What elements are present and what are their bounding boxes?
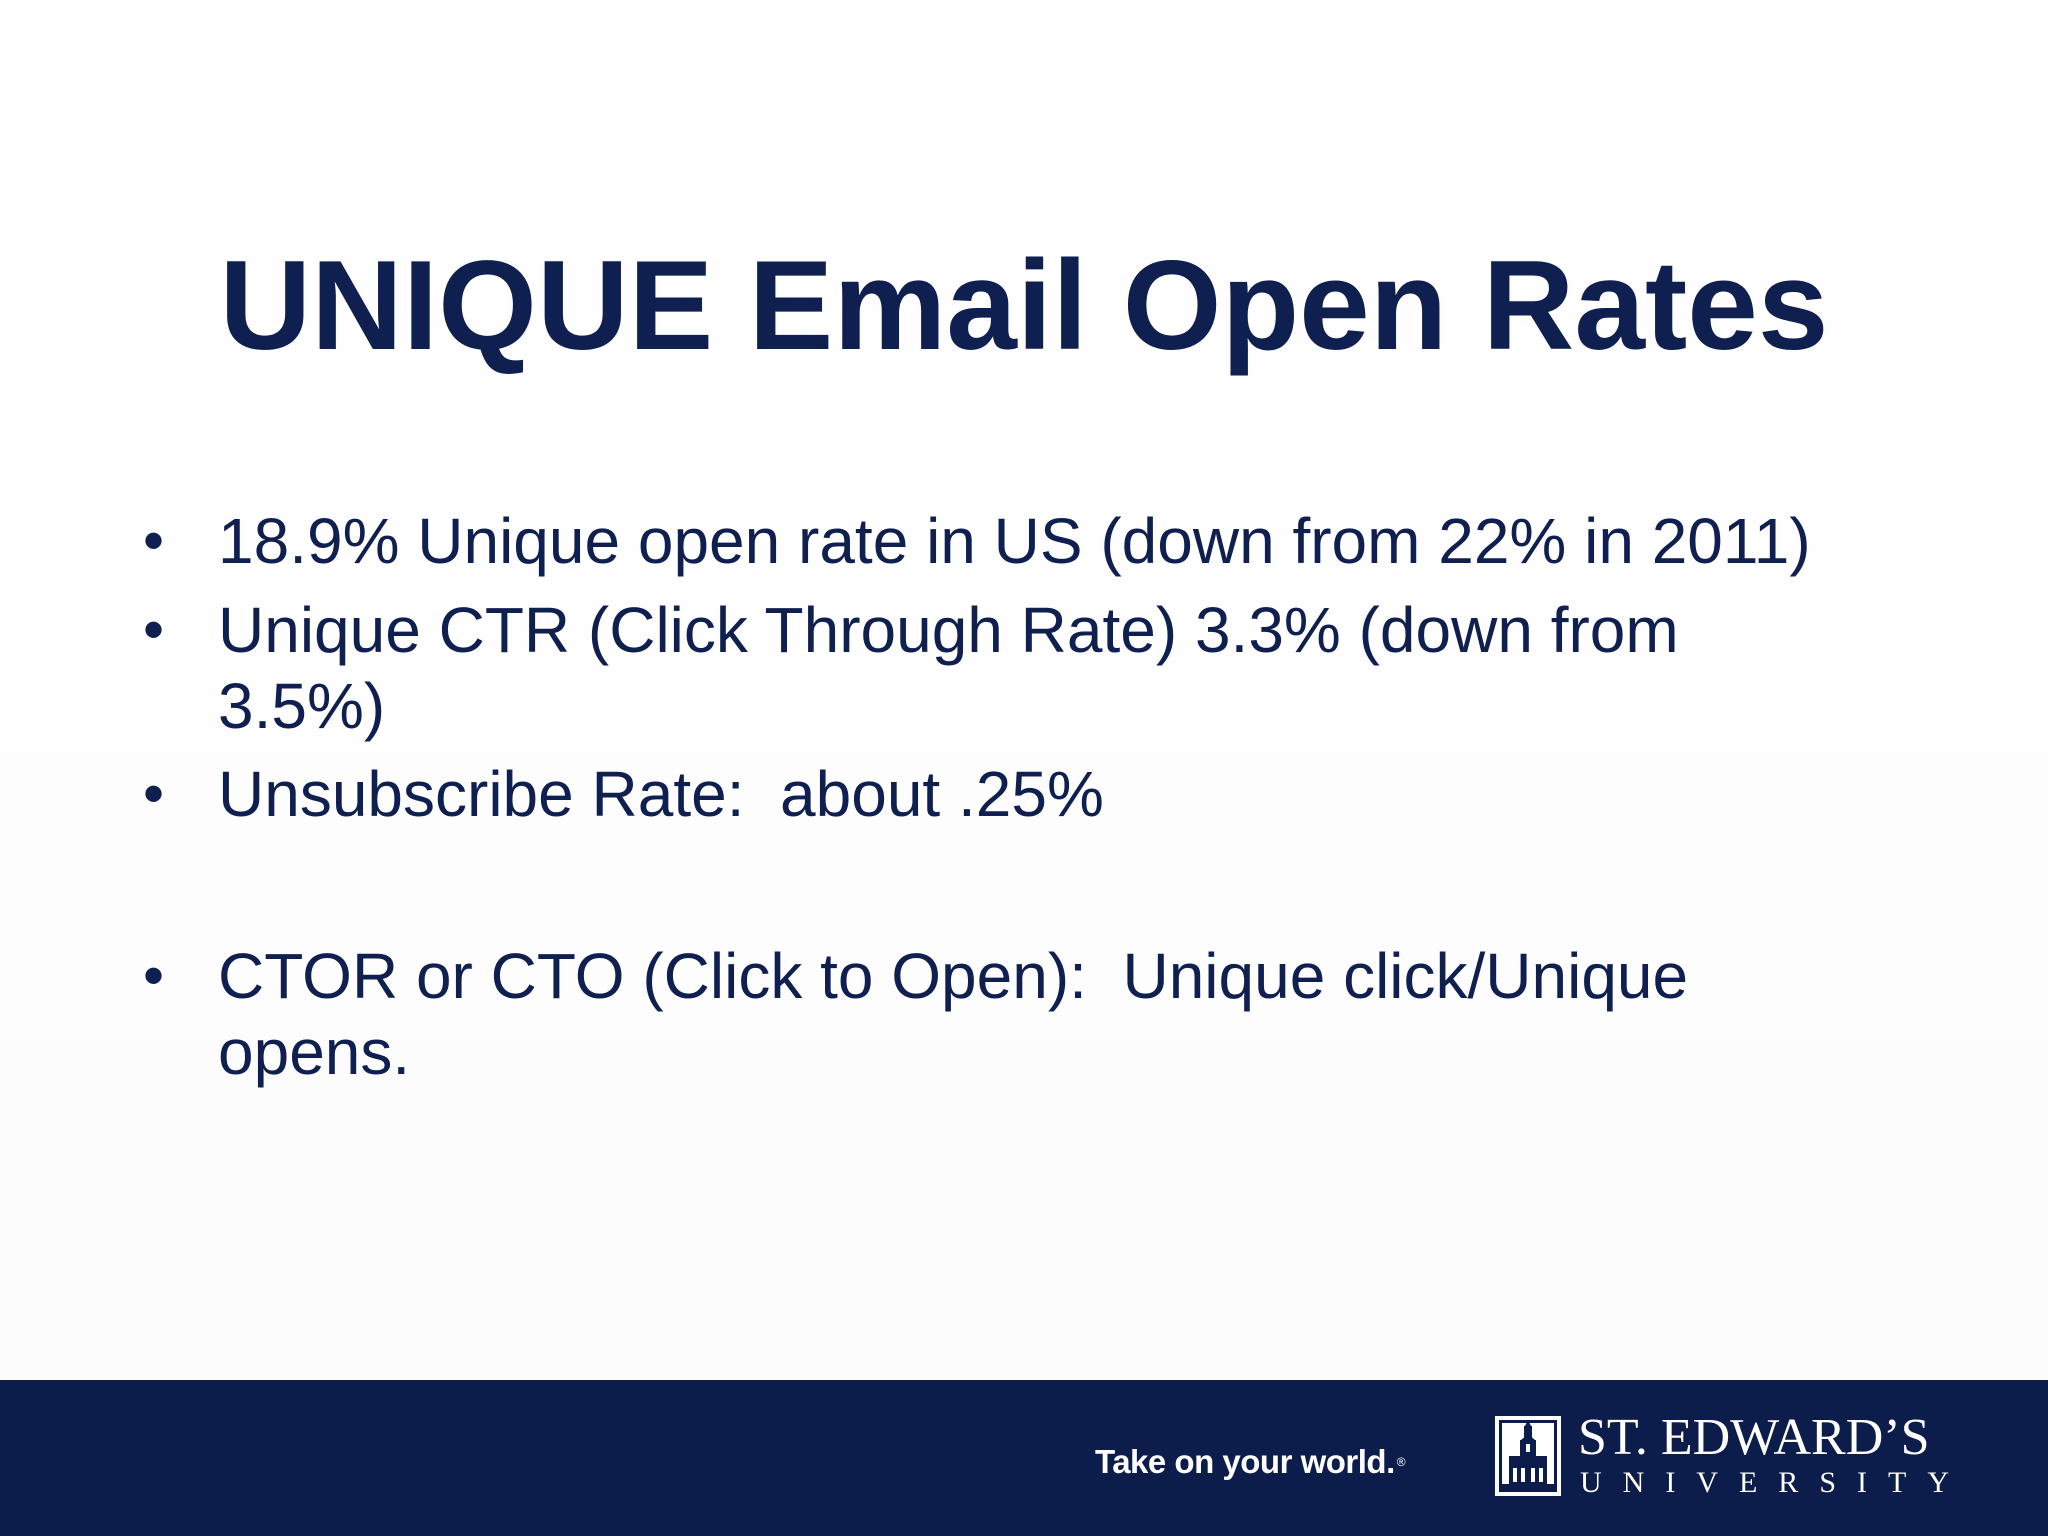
footer-bar: Take on your world. ® ST. EDWARD’S UNIVER… bbox=[0, 1380, 2048, 1536]
bullet-marker: • bbox=[143, 760, 165, 827]
bullet-text: CTOR or CTO (Click to Open): Unique clic… bbox=[218, 940, 1689, 1088]
bullet-text: 18.9% Unique open rate in US (down from … bbox=[218, 505, 1811, 577]
university-tower-icon bbox=[1495, 1416, 1561, 1496]
bullet-marker: • bbox=[143, 507, 165, 574]
university-logo-name: ST. EDWARD’S bbox=[1578, 1409, 1930, 1466]
registered-mark: ® bbox=[1396, 1455, 1406, 1469]
bullet-text: Unsubscribe Rate: about .25% bbox=[218, 758, 1104, 830]
tagline: Take on your world. ® bbox=[1095, 1442, 1406, 1482]
university-logo-subtitle: UNIVERSITY bbox=[1580, 1466, 1970, 1499]
bullet-text: Unique CTR (Click Through Rate) 3.3% (do… bbox=[218, 594, 1679, 742]
slide-title: UNIQUE Email Open Rates bbox=[219, 234, 1829, 376]
bullet-marker: • bbox=[143, 942, 165, 1009]
bullet-marker: • bbox=[143, 596, 165, 663]
tagline-text: Take on your world. bbox=[1095, 1443, 1395, 1480]
